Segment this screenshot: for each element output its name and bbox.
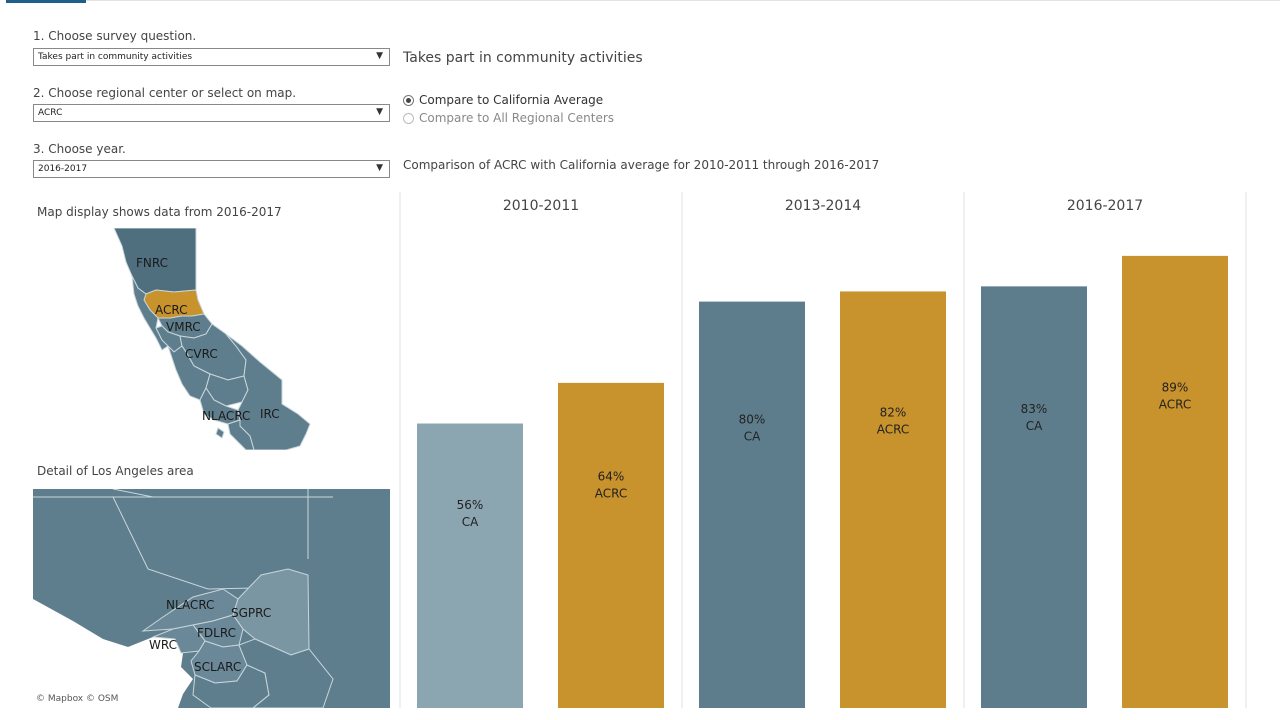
year-label: 3. Choose year. [33,142,126,156]
active-tab-indicator [6,0,86,3]
chevron-down-icon: ▼ [376,107,383,117]
california-map[interactable]: FNRC ACRC VMRC CVRC NLACRC IRC [110,228,315,450]
bar-ca-2013-2014[interactable] [699,301,805,708]
panel-header: 2013-2014 [785,198,861,214]
map-region-san-diego[interactable] [227,419,255,450]
bar-series-label: CA [744,430,761,444]
la-detail-map[interactable]: NLACRC SGPRC FDLRC WRC SCLARC [33,489,390,708]
la-label-sgprc: SGPRC [231,606,271,620]
map-title: Map display shows data from 2016-2017 [37,205,282,219]
regional-center-label: 2. Choose regional center or select on m… [33,86,297,100]
bar-series-label: ACRC [595,486,628,500]
la-ocean [33,599,193,708]
year-select-value: 2016-2017 [38,164,88,174]
regional-center-select-value: ACRC [38,108,63,118]
compare-ca-average-radio[interactable]: Compare to California Average [403,93,603,107]
panel-header: 2010-2011 [503,198,579,214]
top-divider [86,0,1280,1]
bar-series-label: CA [1026,419,1043,433]
bar-ca-2010-2011[interactable] [417,423,523,708]
regional-center-select[interactable]: ACRC ▼ [33,104,390,122]
comparison-bar-chart: 2010-2011 56% CA 64% ACRC 2013-2014 80% CA 82% AC… [399,192,1247,708]
map-region-channel-island [215,427,225,439]
question-select[interactable]: Takes part in community activities ▼ [33,48,390,66]
la-detail-title: Detail of Los Angeles area [37,464,194,478]
bar-series-label: CA [462,515,479,529]
question-label: 1. Choose survey question. [33,29,197,43]
map-label-nlacrc: NLACRC [202,409,250,423]
map-label-cvrc: CVRC [185,347,218,361]
bar-acrc-2010-2011[interactable] [558,382,664,708]
bar-ca-2016-2017[interactable] [981,286,1087,708]
radio-selected-icon [403,94,414,106]
chevron-down-icon: ▼ [376,163,383,173]
compare-ca-average-label: Compare to California Average [419,93,604,107]
radio-unselected-icon [403,112,414,124]
bar-value-label: 83% [1021,402,1048,416]
la-border-nw [112,489,154,498]
bar-series-label: ACRC [877,422,910,436]
compare-all-rc-radio[interactable]: Compare to All Regional Centers [403,111,614,125]
la-region-orange[interactable] [238,638,334,708]
bar-value-label: 64% [598,469,625,483]
la-label-wrc: WRC [149,638,177,652]
bar-value-label: 80% [739,413,766,427]
map-attribution: © Mapbox © OSM [36,694,119,704]
bar-value-label: 89% [1162,381,1189,395]
bar-series-label: ACRC [1159,398,1192,412]
year-select[interactable]: 2016-2017 ▼ [33,160,390,178]
bar-value-label: 82% [880,405,907,419]
la-label-sclarc: SCLARC [194,660,241,674]
panel-header: 2016-2017 [1067,198,1143,214]
la-label-nlacrc: NLACRC [166,598,214,612]
la-label-fdlrc: FDLRC [197,626,236,640]
map-label-vmrc: VMRC [166,320,201,334]
bar-value-label: 56% [457,498,484,512]
chart-subtitle: Comparison of ACRC with California avera… [403,158,880,172]
bar-acrc-2016-2017[interactable] [1122,255,1228,708]
map-label-acrc: ACRC [155,303,188,317]
compare-all-rc-label: Compare to All Regional Centers [419,111,615,125]
chevron-down-icon: ▼ [376,51,383,61]
bar-acrc-2013-2014[interactable] [840,291,946,708]
map-label-fnrc: FNRC [136,256,168,270]
question-title: Takes part in community activities [403,50,643,66]
question-select-value: Takes part in community activities [38,52,193,62]
map-region-irc[interactable] [225,333,311,450]
map-label-irc: IRC [260,407,280,421]
